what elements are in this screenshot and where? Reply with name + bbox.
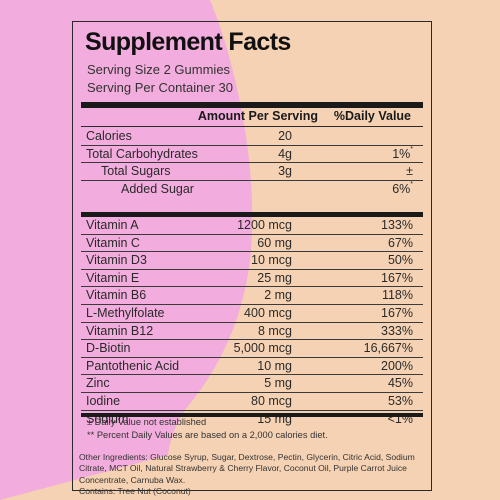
thick-divider bbox=[81, 102, 423, 108]
nutrient-name: Total Carbohydrates bbox=[86, 146, 198, 161]
nutrient-amount: 5 mg bbox=[264, 376, 292, 391]
nutrient-row: Calories 20 bbox=[81, 128, 423, 146]
nutrient-amount: 4g bbox=[278, 146, 292, 161]
nutrient-row: Zinc 5 mg 45% bbox=[81, 375, 423, 393]
nutrient-amount: 2 mg bbox=[264, 288, 292, 303]
nutrient-daily-value: 45% bbox=[387, 376, 413, 391]
nutrient-name: Pantothenic Acid bbox=[86, 358, 180, 373]
nutrient-row: Vitamin C 60 mg 67% bbox=[81, 235, 423, 253]
amount-column-header: Amount Per Serving bbox=[197, 109, 318, 123]
nutrient-name: Zinc bbox=[86, 376, 110, 391]
footnote-percent: ** Percent Daily Values are based on a 2… bbox=[87, 430, 328, 440]
serving-size: Serving Size 2 Gummies bbox=[87, 62, 231, 77]
nutrient-daily-value: 6%* bbox=[392, 180, 413, 196]
header-divider bbox=[81, 126, 423, 127]
nutrient-daily-value: 16,667% bbox=[363, 341, 413, 356]
nutrient-daily-value: 50% bbox=[387, 253, 413, 268]
nutrient-row: Total Sugars 3g ± bbox=[81, 163, 423, 181]
nutrient-amount: 400 mcg bbox=[244, 305, 292, 320]
nutrient-name: Calories bbox=[86, 129, 132, 143]
footnote-daily-value: ± Daily Value not established bbox=[87, 417, 207, 427]
macros-table: Calories 20 Total Carbohydrates 4g 1%* T… bbox=[81, 128, 423, 197]
other-ingredients-text: Other Ingredients: Glucose Syrup, Sugar,… bbox=[79, 452, 429, 497]
supplement-facts-panel: Supplement Facts Serving Size 2 Gummies … bbox=[72, 21, 432, 496]
nutrient-amount: 5,000 mcg bbox=[233, 341, 292, 356]
nutrient-amount: 80 mcg bbox=[251, 393, 292, 408]
nutrient-name: Vitamin B12 bbox=[86, 323, 154, 338]
nutrient-amount: 10 mg bbox=[257, 358, 292, 373]
other-ingredients: Other Ingredients: Glucose Syrup, Sugar,… bbox=[79, 452, 415, 485]
nutrient-name: Vitamin E bbox=[86, 270, 140, 285]
nutrient-daily-value: 167% bbox=[381, 305, 413, 320]
nutrient-row: L-Methylfolate 400 mcg 167% bbox=[81, 305, 423, 323]
nutrient-amount: 10 mcg bbox=[251, 253, 292, 268]
nutrient-name: Vitamin C bbox=[86, 235, 140, 250]
vitamins-table: Vitamin A 1200 mcg 133% Vitamin C 60 mg 67% … bbox=[81, 217, 423, 427]
nutrient-row: Added Sugar 6%* bbox=[81, 181, 423, 198]
nutrient-name: Total Sugars bbox=[101, 164, 171, 179]
nutrient-row: Total Carbohydrates 4g 1%* bbox=[81, 146, 423, 164]
nutrient-name: D-Biotin bbox=[86, 341, 131, 356]
nutrient-amount: 3g bbox=[278, 164, 292, 179]
allergen-statement: Contains: Tree Nut (Coconut) bbox=[79, 485, 191, 496]
nutrient-daily-value: 118% bbox=[381, 288, 413, 303]
nutrient-daily-value: ± bbox=[406, 164, 413, 179]
section-divider bbox=[81, 212, 423, 217]
bottom-divider bbox=[81, 413, 423, 417]
nutrient-row: Vitamin B6 2 mg 118% bbox=[81, 287, 423, 305]
nutrient-name: L-Methylfolate bbox=[86, 305, 165, 320]
nutrient-amount: 8 mcg bbox=[257, 323, 292, 338]
nutrient-daily-value: 53% bbox=[387, 393, 413, 408]
nutrient-row: Pantothenic Acid 10 mg 200% bbox=[81, 358, 423, 376]
nutrient-daily-value: 167% bbox=[381, 270, 413, 285]
nutrient-name: Vitamin B6 bbox=[86, 288, 147, 303]
nutrient-row: Vitamin A 1200 mcg 133% bbox=[81, 217, 423, 235]
nutrient-name: Iodine bbox=[86, 393, 121, 408]
nutrient-daily-value: 133% bbox=[381, 218, 413, 232]
nutrient-row: Vitamin D3 10 mcg 50% bbox=[81, 252, 423, 270]
nutrient-row: Iodine 80 mcg 53% bbox=[81, 393, 423, 411]
nutrient-amount: 25 mg bbox=[257, 270, 292, 285]
nutrient-amount: 1200 mcg bbox=[237, 218, 292, 232]
daily-value-column-header: %Daily Value bbox=[333, 109, 411, 123]
nutrient-row: D-Biotin 5,000 mcg 16,667% bbox=[81, 340, 423, 358]
nutrient-daily-value: 200% bbox=[381, 358, 413, 373]
asterisk-mark: * bbox=[410, 180, 413, 188]
nutrient-name: Vitamin D3 bbox=[86, 253, 147, 268]
nutrient-daily-value: 333% bbox=[381, 323, 413, 338]
nutrient-row: Vitamin E 25 mg 167% bbox=[81, 270, 423, 288]
panel-title: Supplement Facts bbox=[85, 28, 291, 56]
asterisk-mark: * bbox=[410, 145, 413, 153]
nutrient-daily-value: 67% bbox=[387, 235, 413, 250]
nutrient-amount: 20 bbox=[278, 129, 292, 143]
nutrient-amount: 60 mg bbox=[257, 235, 292, 250]
nutrient-name: Added Sugar bbox=[121, 181, 194, 196]
nutrient-daily-value: 1%* bbox=[392, 145, 413, 161]
nutrient-name: Vitamin A bbox=[86, 218, 139, 232]
servings-per-container: Serving Per Container 30 bbox=[87, 80, 233, 95]
nutrient-row: Vitamin B12 8 mcg 333% bbox=[81, 323, 423, 341]
